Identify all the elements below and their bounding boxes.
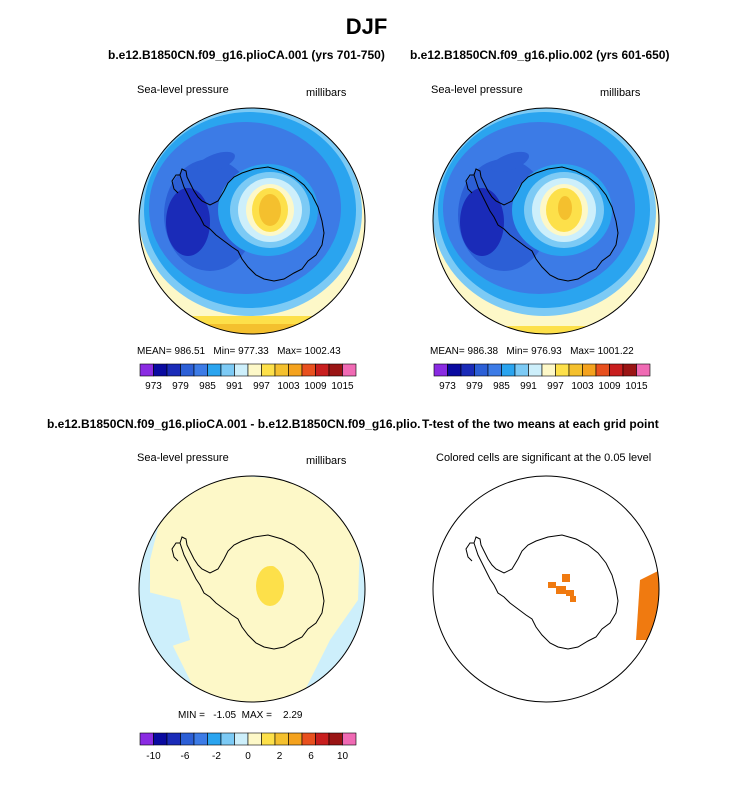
- colorbar-tick-label: 1015: [331, 381, 354, 392]
- panel3-map: [138, 475, 366, 703]
- panel4-title: T-test of the two means at each grid poi…: [420, 417, 659, 431]
- colorbar-cell: [342, 363, 357, 377]
- panel1-title: b.e12.B1850CN.f09_g16.plioCA.001 (yrs 70…: [108, 48, 385, 62]
- colorbar-cell: [301, 363, 316, 377]
- colorbar-cell: [609, 363, 624, 377]
- colorbar-cell: [180, 363, 195, 377]
- colorbar-cell: [193, 732, 208, 746]
- panel3-colorbar: -10 -6 -2 0 2 6 10: [139, 732, 357, 762]
- colorbar-cell: [274, 363, 289, 377]
- colorbar-cell: [541, 363, 556, 377]
- colorbar-tick-label: 1003: [571, 381, 594, 392]
- colorbar-cell: [247, 732, 262, 746]
- colorbar-tick-label: 10: [337, 751, 349, 762]
- colorbar-tick-label: 0: [245, 751, 251, 762]
- colorbar-cell: [315, 732, 330, 746]
- colorbar-cell: [474, 363, 489, 377]
- colorbar-cell: [234, 732, 249, 746]
- colorbar-cell: [555, 363, 570, 377]
- colorbar-tick-label: 979: [172, 381, 189, 392]
- colorbar-cell: [288, 732, 303, 746]
- panel1-variable-label: Sea-level pressure: [137, 84, 229, 96]
- panel3-variable-label: Sea-level pressure: [137, 452, 229, 464]
- colorbar-cell: [139, 732, 154, 746]
- colorbar-cell: [166, 732, 181, 746]
- colorbar-cell: [433, 363, 448, 377]
- colorbar-cell: [193, 363, 208, 377]
- colorbar-cell: [261, 732, 276, 746]
- colorbar-tick-label: 997: [547, 381, 564, 392]
- colorbar-cell: [234, 363, 249, 377]
- panel2-map: [432, 107, 660, 335]
- colorbar-cell: [220, 732, 235, 746]
- colorbar-cell: [328, 732, 343, 746]
- colorbar-cell: [288, 363, 303, 377]
- colorbar-cell: [180, 732, 195, 746]
- colorbar-tick-label: 1009: [304, 381, 327, 392]
- colorbar-cell: [342, 732, 357, 746]
- colorbar-cell: [247, 363, 262, 377]
- colorbar-cell: [220, 363, 235, 377]
- colorbar-cell: [207, 732, 222, 746]
- colorbar-cell: [528, 363, 543, 377]
- panel2-stats: MEAN= 986.38 Min= 976.93 Max= 1001.22: [430, 346, 634, 357]
- colorbar-tick-label: -10: [146, 751, 161, 762]
- colorbar-cell: [274, 732, 289, 746]
- panel4-note-label: Colored cells are significant at the 0.0…: [436, 452, 652, 464]
- colorbar-tick-label: 1009: [598, 381, 621, 392]
- colorbar-cell: [447, 363, 462, 377]
- panel3-units-label: millibars: [306, 455, 347, 467]
- colorbar-cell: [153, 363, 168, 377]
- colorbar-tick-label: 991: [520, 381, 537, 392]
- colorbar-cell: [636, 363, 651, 377]
- panel3-title: b.e12.B1850CN.f09_g16.plioCA.001 - b.e12…: [47, 417, 441, 431]
- panel3-stats: MIN = -1.05 MAX = 2.29: [178, 710, 303, 721]
- panel4-map: [432, 475, 660, 703]
- colorbar-cell: [261, 363, 276, 377]
- panel2-colorbar: 973 979 985 991 997 1003 1009 1015: [433, 363, 651, 392]
- colorbar-tick-label: 2: [277, 751, 283, 762]
- colorbar-cell: [139, 363, 154, 377]
- panel2-units-label: millibars: [600, 87, 641, 99]
- colorbar-tick-label: 1015: [625, 381, 648, 392]
- colorbar-tick-label: 1003: [277, 381, 300, 392]
- colorbar-cell: [460, 363, 475, 377]
- panel1-map: [138, 107, 366, 335]
- colorbar-cell: [487, 363, 502, 377]
- colorbar-tick-label: 6: [308, 751, 314, 762]
- panel2-title: b.e12.B1850CN.f09_g16.plio.002 (yrs 601-…: [410, 48, 670, 62]
- colorbar-tick-label: -2: [212, 751, 221, 762]
- colorbar-cell: [166, 363, 181, 377]
- colorbar-tick-label: 973: [145, 381, 162, 392]
- colorbar-tick-label: 985: [199, 381, 216, 392]
- colorbar-tick-label: 985: [493, 381, 510, 392]
- colorbar-tick-label: 979: [466, 381, 483, 392]
- colorbar-tick-label: 991: [226, 381, 243, 392]
- colorbar-cell: [328, 363, 343, 377]
- colorbar-tick-label: 997: [253, 381, 270, 392]
- panel1-units-label: millibars: [306, 87, 347, 99]
- colorbar-cell: [595, 363, 610, 377]
- panel2-variable-label: Sea-level pressure: [431, 84, 523, 96]
- colorbar-tick-label: 973: [439, 381, 456, 392]
- colorbar-cell: [568, 363, 583, 377]
- colorbar-cell: [514, 363, 529, 377]
- colorbar-cell: [301, 732, 316, 746]
- colorbar-cell: [315, 363, 330, 377]
- colorbar-cell: [582, 363, 597, 377]
- colorbar-cell: [501, 363, 516, 377]
- colorbar-cell: [622, 363, 637, 377]
- colorbar-tick-label: -6: [181, 751, 190, 762]
- panel1-colorbar: 973 979 985 991 997 1003 1009 1015: [139, 363, 357, 392]
- colorbar-cell: [153, 732, 168, 746]
- colorbar-cell: [207, 363, 222, 377]
- page-title: DJF: [345, 14, 388, 39]
- panel1-stats: MEAN= 986.51 Min= 977.33 Max= 1002.43: [137, 346, 341, 357]
